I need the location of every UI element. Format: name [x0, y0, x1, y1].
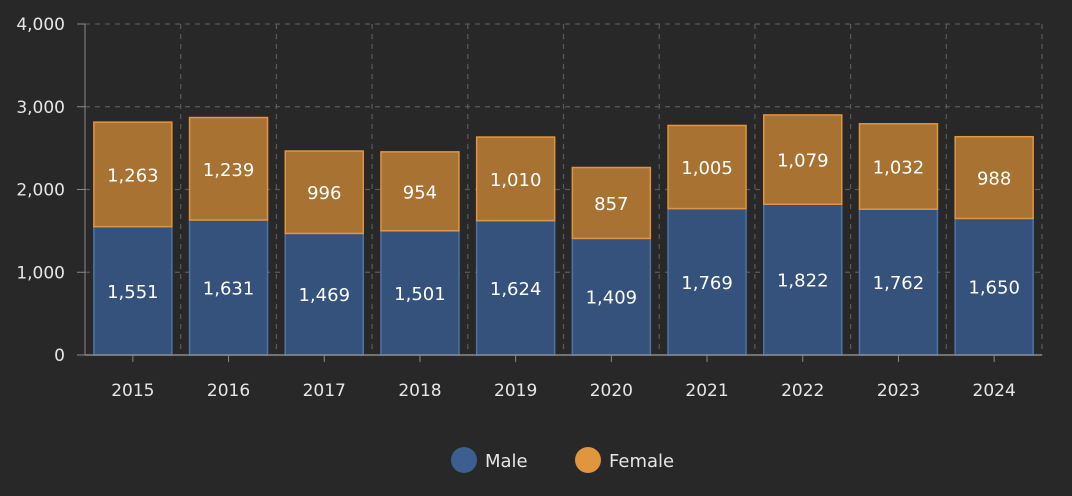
data-label-male-2021: 1,769	[681, 273, 733, 294]
data-label-male-2024: 1,650	[968, 278, 1020, 299]
bar-female-2019[interactable]	[475, 136, 556, 222]
bar-female-2015[interactable]	[93, 121, 173, 228]
bar-male-2024[interactable]	[954, 217, 1034, 356]
data-label-female-2019: 1,010	[490, 170, 542, 191]
bar-female-2018[interactable]	[380, 151, 460, 232]
data-label-female-2024: 988	[977, 169, 1011, 190]
x-tick-label-2020: 2020	[590, 381, 633, 401]
legend-label-female[interactable]: Female	[609, 451, 674, 472]
bar-female-2017[interactable]	[284, 150, 364, 235]
legend-swatch-male[interactable]	[451, 447, 477, 473]
bar-male-2015[interactable]	[93, 225, 173, 356]
x-tick-label-2021: 2021	[685, 381, 728, 401]
data-label-male-2020: 1,409	[586, 288, 638, 309]
data-label-male-2023: 1,762	[873, 273, 925, 294]
bar-female-2022[interactable]	[763, 114, 843, 205]
axes: 0 1,000 2,000 3,000 4,000 2015 2016 2017 2018 201…	[16, 15, 1042, 401]
x-tick-label-2022: 2022	[781, 381, 824, 401]
bar-male-2022[interactable]	[763, 203, 843, 356]
data-label-male-2017: 1,469	[298, 285, 350, 306]
bar-female-2021[interactable]	[667, 124, 747, 210]
legend-swatch-female[interactable]	[575, 447, 601, 473]
y-tick-label: 3,000	[16, 98, 65, 118]
data-label-female-2017: 996	[307, 183, 341, 204]
data-label-male-2018: 1,501	[394, 284, 446, 305]
data-label-male-2015: 1,551	[107, 282, 159, 303]
legend-item-female[interactable]: Female	[575, 447, 674, 473]
data-label-male-2019: 1,624	[490, 279, 542, 300]
legend-item-male[interactable]: Male	[451, 447, 528, 473]
legend-label-male[interactable]: Male	[485, 451, 528, 472]
x-tick-label-2023: 2023	[877, 381, 920, 401]
x-tick-label-2015: 2015	[111, 381, 154, 401]
data-label-female-2016: 1,239	[203, 160, 255, 181]
data-label-male-2016: 1,631	[203, 279, 255, 300]
y-tick-label: 4,000	[16, 15, 65, 35]
bar-female-2020[interactable]	[571, 166, 652, 240]
bar-labels: 1,551 1,263 1,631 1,239 1,469 996 1,501 954 1,62…	[107, 151, 1020, 309]
y-tick-label: 1,000	[16, 263, 65, 283]
data-label-female-2021: 1,005	[681, 158, 733, 179]
x-tick-label-2019: 2019	[494, 381, 537, 401]
y-tick-label: 2,000	[16, 181, 65, 201]
data-label-female-2018: 954	[403, 182, 437, 203]
x-tick-label-2024: 2024	[973, 381, 1016, 401]
data-label-female-2022: 1,079	[777, 151, 829, 172]
x-tick-label-2016: 2016	[207, 381, 250, 401]
data-label-female-2020: 857	[594, 194, 628, 215]
bar-female-2016[interactable]	[188, 116, 269, 221]
x-tick-label-2018: 2018	[398, 381, 441, 401]
bars	[93, 114, 1034, 356]
bar-female-2024[interactable]	[954, 135, 1034, 220]
data-label-female-2023: 1,032	[873, 157, 925, 178]
x-tick-label-2017: 2017	[303, 381, 346, 401]
bar-male-2020[interactable]	[571, 237, 652, 356]
data-label-female-2015: 1,263	[107, 165, 159, 186]
legend[interactable]: Male Female	[451, 447, 674, 473]
bar-female-2023[interactable]	[858, 123, 939, 210]
y-tick-label: 0	[54, 346, 65, 366]
bar-male-2023[interactable]	[858, 208, 939, 356]
data-label-male-2022: 1,822	[777, 271, 829, 292]
